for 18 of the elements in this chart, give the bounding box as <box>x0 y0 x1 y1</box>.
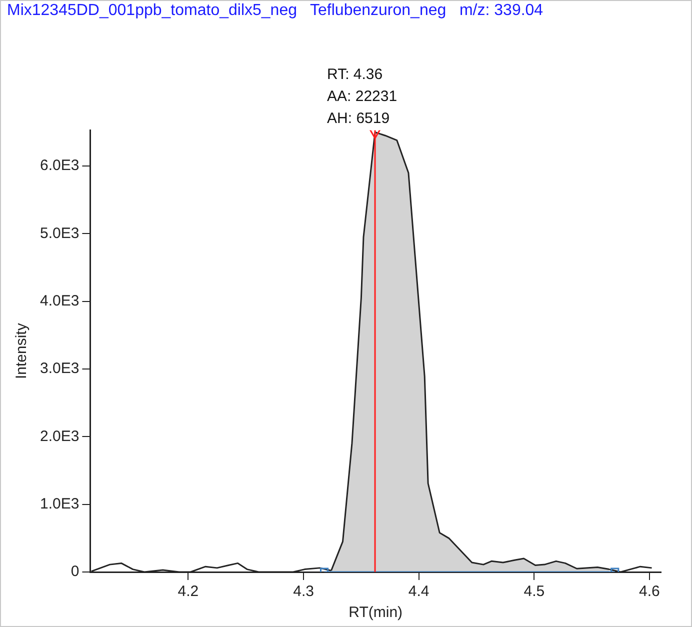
x-tick-label: 4.6 <box>639 583 660 600</box>
y-tick-label: 6.0E3 <box>40 157 80 174</box>
x-axis-title: RT(min) <box>348 604 403 622</box>
chart-title: Mix12345DD_001ppb_tomato_dilx5_neg Teflubenzuron_neg m/z: 339.04 <box>7 2 544 20</box>
text: AA: 22231 <box>327 88 398 105</box>
y-tick-label: 1.0E3 <box>40 495 80 512</box>
y-tick-label: 4.0E3 <box>40 292 80 310</box>
y-tick-label: 3.0E3 <box>40 360 80 378</box>
text: AH: 6519 <box>327 110 390 127</box>
x-tick-label: 4.5 <box>524 583 545 600</box>
text: RT: 4.36 <box>327 66 383 83</box>
y-axis-title: Intensity <box>13 322 30 380</box>
x-tick-label: 4.4 <box>408 583 430 600</box>
x-tick-label: 4.3 <box>293 583 314 600</box>
y-tick-label: 5.0E3 <box>40 224 80 242</box>
y-tick-label: 0 <box>70 563 80 580</box>
x-tick-label: 4.2 <box>178 583 199 600</box>
y-tick-label: 2.0E3 <box>40 428 80 445</box>
